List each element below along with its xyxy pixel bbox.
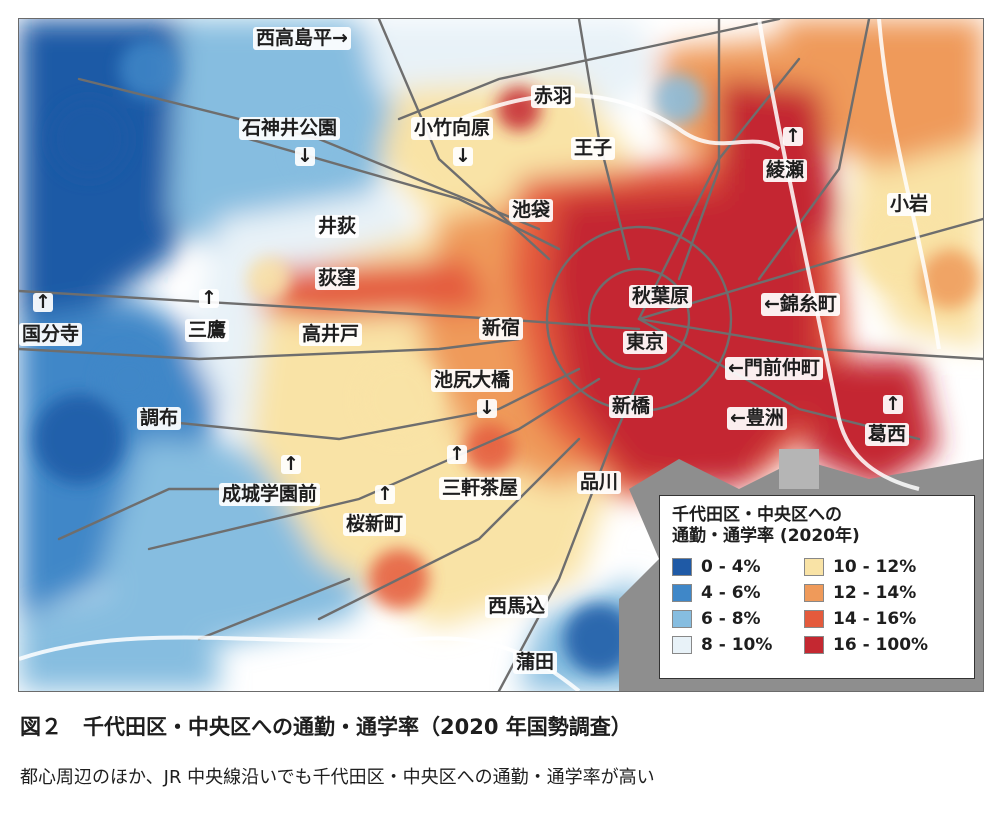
label-shinagawa: 品川: [577, 471, 622, 494]
legend-title-line1: 千代田区・中央区への: [672, 505, 842, 525]
label-komukaihara: 小竹向原: [411, 117, 494, 140]
label-ayase: 綾瀬: [763, 159, 808, 182]
map-legend: 千代田区・中央区への 通勤・通学率 (2020年) 0 - 4% 10 - 12%…: [659, 495, 975, 679]
zone-12-14-east: [779, 19, 983, 169]
label-nishitakashimadaira: 西高島平→: [253, 27, 351, 50]
label-sakurashinmachi: 桜新町: [343, 513, 407, 536]
label-iogi: 井荻: [315, 215, 360, 238]
legend-swatch: [672, 583, 692, 602]
legend-swatch: [804, 609, 824, 628]
label-ikebukuro: 池袋: [509, 199, 554, 222]
legend-item: 6 - 8%: [672, 609, 804, 629]
legend-item: 14 - 16%: [804, 609, 954, 629]
commuting-rate-map[interactable]: 西高島平→ 赤羽 石神井公園 ↓ 小竹向原 ↓ 王子 ↑ 綾瀬 小岩 池袋 井荻…: [18, 18, 984, 692]
arrow-down-icon: ↓: [453, 145, 473, 167]
legend-label: 12 - 14%: [833, 582, 917, 603]
arrow-up-icon: ↑: [281, 453, 301, 475]
arrow-left-icon: ←: [730, 407, 746, 429]
legend-item: 16 - 100%: [804, 635, 954, 655]
label-koiwa: 小岩: [887, 193, 932, 216]
arrow-right-icon: →: [332, 27, 348, 49]
label-takaido: 高井戸: [299, 323, 363, 346]
legend-item: 0 - 4%: [672, 557, 804, 577]
place-name: 門前仲町: [743, 357, 820, 379]
legend-label: 16 - 100%: [833, 634, 929, 655]
label-kinshicho: ←錦糸町: [761, 293, 840, 316]
rate-zones: [19, 19, 983, 691]
label-oji: 王子: [571, 137, 616, 160]
arrow-up-icon: ↑: [375, 483, 395, 505]
legend-item: 8 - 10%: [672, 635, 804, 655]
label-ikejiri-ohashi: 池尻大橋: [431, 369, 514, 392]
label-kokubunji: 国分寺: [19, 323, 83, 346]
legend-swatch: [804, 583, 824, 602]
label-monzen-nakacho: ←門前仲町: [725, 357, 823, 380]
legend-label: 10 - 12%: [833, 556, 917, 577]
label-kamata: 蒲田: [513, 651, 558, 674]
legend-swatch: [672, 557, 692, 576]
legend-swatch: [672, 635, 692, 654]
legend-title-line2: 通勤・通学率 (2020年): [672, 526, 860, 547]
legend-swatch: [804, 635, 824, 654]
label-shakujii-koen: 石神井公園: [239, 117, 341, 140]
label-nishi-magome: 西馬込: [485, 595, 549, 618]
legend-item: 12 - 14%: [804, 583, 954, 603]
legend-label: 8 - 10%: [701, 634, 773, 655]
legend-item: 4 - 6%: [672, 583, 804, 603]
legend-items: 0 - 4% 10 - 12% 4 - 6% 12 - 14% 6 - 8% 14 - 1…: [672, 557, 962, 655]
arrow-up-icon: ↑: [883, 393, 903, 415]
place-name: 西高島平: [256, 27, 333, 49]
arrow-up-icon: ↑: [447, 443, 467, 465]
figure-caption-subtitle: 都心周辺のほか、JR 中央線沿いでも千代田区・中央区への通勤・通学率が高い: [20, 767, 655, 788]
zone-6-8-southwest: [19, 579, 219, 691]
label-tokyo: 東京: [623, 331, 668, 354]
label-akihabara: 秋葉原: [629, 285, 693, 308]
legend-item: 10 - 12%: [804, 557, 954, 577]
arrow-left-icon: ←: [728, 357, 744, 379]
zone-14-16-chuo: [259, 259, 489, 319]
arrow-down-icon: ↓: [295, 145, 315, 167]
label-chofu: 調布: [137, 407, 182, 430]
legend-label: 6 - 8%: [701, 608, 761, 629]
label-akabane: 赤羽: [531, 85, 576, 108]
label-kasai: 葛西: [865, 423, 910, 446]
figure-caption-title: 図２ 千代田区・中央区への通勤・通学率（2020 年国勢調査）: [20, 715, 632, 739]
legend-title: 千代田区・中央区への 通勤・通学率 (2020年): [672, 505, 962, 548]
label-shinjuku: 新宿: [479, 317, 524, 340]
legend-label: 0 - 4%: [701, 556, 761, 577]
place-name: 錦糸町: [779, 293, 837, 315]
rivers: [19, 19, 941, 691]
label-seijo-gakuen-mae: 成城学園前: [219, 483, 321, 506]
legend-swatch: [804, 557, 824, 576]
arrow-down-icon: ↓: [477, 397, 497, 419]
label-sangenjaya: 三軒茶屋: [439, 477, 522, 500]
label-ogikubo: 荻窪: [315, 267, 360, 290]
legend-swatch: [672, 609, 692, 628]
label-shimbashi: 新橋: [609, 395, 654, 418]
place-name: 豊洲: [745, 407, 784, 429]
choropleth-base: [19, 19, 983, 691]
arrow-up-icon: ↑: [33, 291, 53, 313]
legend-label: 14 - 16%: [833, 608, 917, 629]
legend-label: 4 - 6%: [701, 582, 761, 603]
label-mitaka: 三鷹: [185, 319, 230, 342]
label-toyosu: ←豊洲: [727, 407, 787, 430]
arrow-up-icon: ↑: [783, 125, 803, 147]
arrow-left-icon: ←: [764, 293, 780, 315]
arrow-up-icon: ↑: [199, 287, 219, 309]
